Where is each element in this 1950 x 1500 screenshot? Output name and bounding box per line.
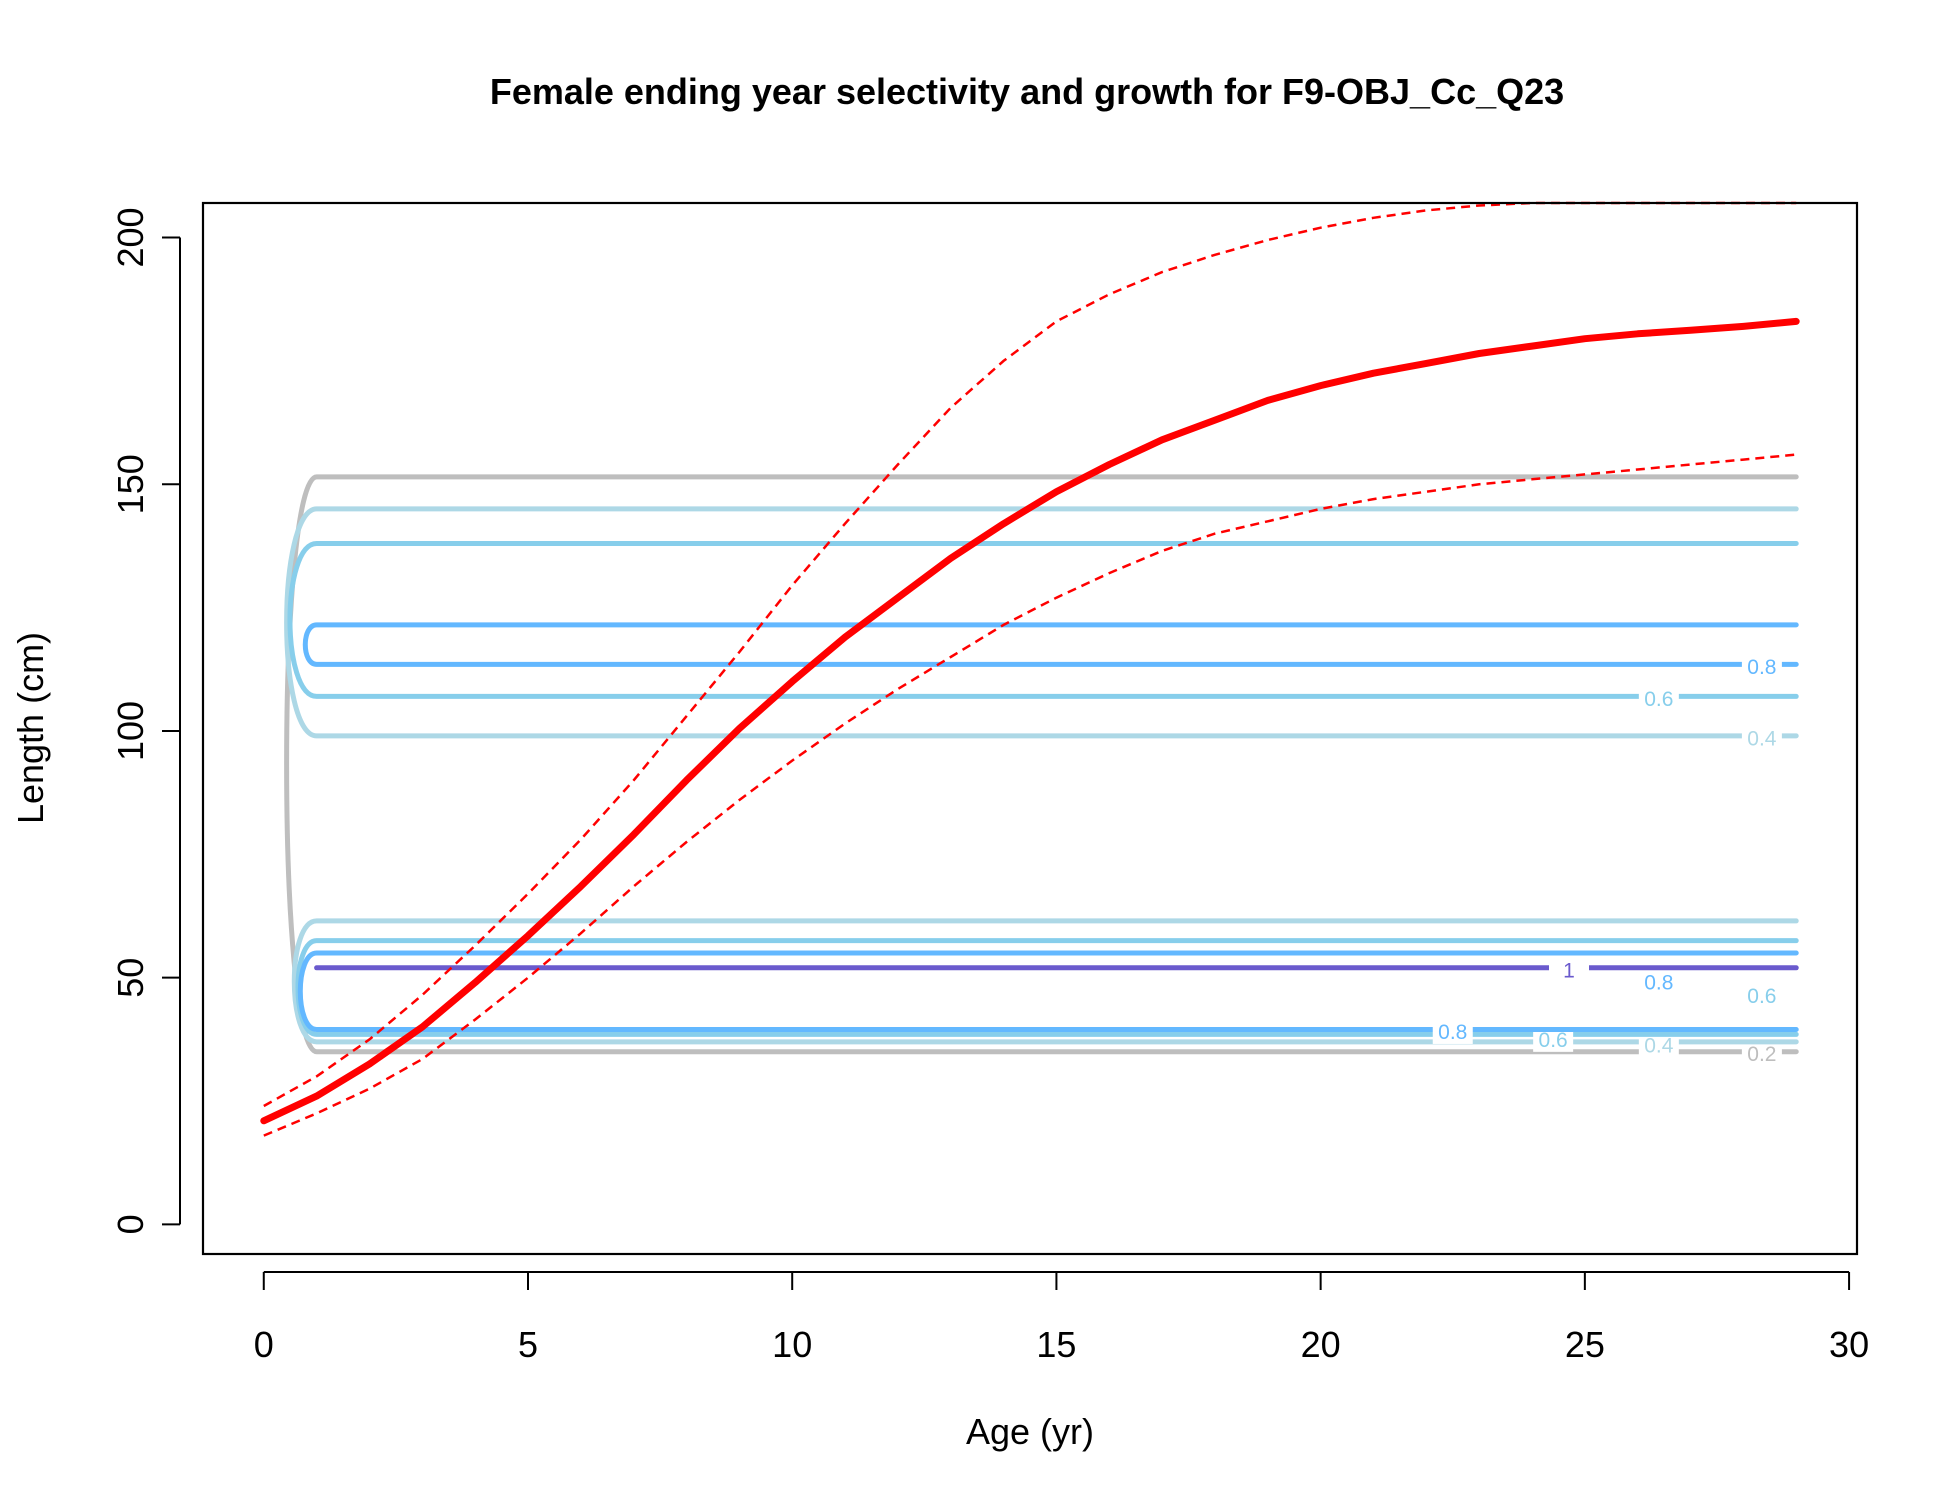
contour-label-0-4: 0.4 — [1644, 1034, 1674, 1057]
contour-line-0-8 — [302, 622, 1799, 667]
contour-label-bg — [1741, 654, 1782, 679]
contour-line-0-4 — [284, 506, 1799, 739]
contour-line-0-6 — [287, 540, 1799, 699]
x-tick-label: 10 — [772, 1324, 812, 1365]
growth-curves — [260, 201, 1800, 1137]
y-tick-label: 100 — [110, 701, 151, 761]
selectivity-contours: 0.2 0.4 0.4 0.6 0.6 0.6 0.8 0.8 0.8 1 — [284, 474, 1799, 1067]
x-tick-label: 0 — [254, 1324, 274, 1365]
contour-label-0-2: 0.2 — [1747, 1043, 1776, 1066]
y-tick-label: 150 — [110, 454, 151, 514]
growth-mean-line — [260, 317, 1800, 1125]
contour-label-0-6: 0.6 — [1747, 985, 1776, 1008]
x-tick-label: 15 — [1036, 1324, 1076, 1365]
contour-label-1: 1 — [1563, 959, 1575, 982]
plot-frame — [201, 201, 1859, 1256]
contour-line-0-8 — [297, 950, 1799, 1032]
x-tick-label: 25 — [1565, 1324, 1605, 1365]
chart-title: Female ending year selectivity and growt… — [490, 71, 1564, 112]
contour-line-0-4 — [291, 918, 1799, 1045]
y-tick-label: 50 — [110, 958, 151, 998]
contour-label-0-4: 0.4 — [1747, 727, 1777, 750]
contour-label-bg — [1549, 958, 1590, 983]
y-tick-label: 200 — [110, 207, 151, 267]
x-axis-label: Age (yr) — [966, 1411, 1094, 1452]
contour-label-bg — [1741, 1042, 1782, 1067]
contour-label-0-8: 0.8 — [1438, 1021, 1467, 1044]
contour-label-bg — [1638, 686, 1679, 711]
contour-label-0-8: 0.8 — [1747, 656, 1776, 679]
y-tick-label: 0 — [110, 1214, 151, 1234]
contour-label-0-8: 0.8 — [1644, 972, 1673, 995]
contour-label-0-6: 0.6 — [1644, 688, 1673, 711]
contour-label-bg — [1432, 1019, 1473, 1044]
x-tick-label: 20 — [1301, 1324, 1341, 1365]
x-tick-label: 5 — [518, 1324, 538, 1365]
contour-label-bg — [1638, 1033, 1679, 1058]
contour-label-bg — [1741, 983, 1782, 1008]
contour-label-bg — [1741, 726, 1782, 751]
growth-lower-bound-line — [263, 453, 1797, 1137]
y-axis-label: Length (cm) — [10, 632, 51, 824]
contour-label-0-6: 0.6 — [1539, 1029, 1568, 1052]
contour-label-bg — [1638, 970, 1679, 995]
axes: 0 5 10 15 20 25 30 0 50 100 150 200 — [110, 207, 1869, 1365]
x-tick-label: 30 — [1829, 1324, 1869, 1365]
